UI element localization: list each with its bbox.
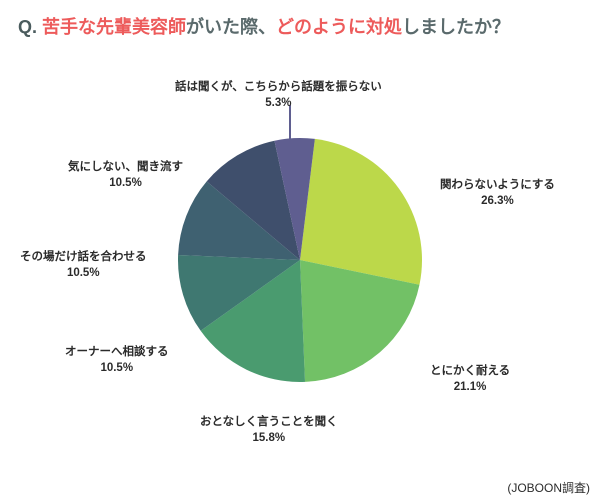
slice-label-pct: 10.5% (20, 266, 147, 282)
slice-label-5: 気にしない、聞き流す 10.5% (68, 160, 183, 191)
slice-label-text: 話は聞くが、こちらから話題を振らない (175, 81, 382, 93)
question-mid: がいた際、 (186, 17, 276, 37)
question-red-2: どのように対処 (276, 17, 402, 37)
source-attribution: (JOBOON調査) (507, 479, 590, 496)
slice-label-4: その場だけ話を合わせる 10.5% (20, 250, 147, 281)
question-prefix: Q. (18, 17, 37, 37)
slice-label-text: 気にしない、聞き流す (68, 161, 183, 173)
question-tail: しましたか？ (402, 17, 510, 37)
slice-label-pct: 10.5% (68, 176, 183, 192)
pie-slice (300, 139, 422, 285)
slice-label-1: とにかく耐える 21.1% (430, 364, 510, 395)
pie-chart (160, 120, 440, 400)
slice-label-pct: 26.3% (440, 194, 555, 210)
slice-label-pct: 5.3% (175, 96, 382, 112)
question-title: Q. 苦手な先輩美容師がいた際、どのように対処しましたか？ (18, 14, 582, 41)
slice-label-2: おとなしく言うことを聞く 15.8% (200, 415, 338, 446)
slice-label-text: おとなしく言うことを聞く (200, 416, 338, 428)
slice-label-6: 話は聞くが、こちらから話題を振らない 5.3% (175, 80, 382, 111)
slice-label-text: オーナーへ相談する (65, 346, 169, 358)
slice-label-3: オーナーへ相談する 10.5% (65, 345, 169, 376)
slice-label-text: 関わらないようにする (440, 179, 555, 191)
slice-label-text: とにかく耐える (430, 365, 510, 377)
slice-label-pct: 10.5% (65, 361, 169, 377)
question-red-1: 苦手な先輩美容師 (42, 17, 186, 37)
slice-label-text: その場だけ話を合わせる (20, 251, 147, 263)
slice-label-pct: 21.1% (430, 380, 510, 396)
slice-label-pct: 15.8% (200, 431, 338, 447)
slice-label-0: 関わらないようにする 26.3% (440, 178, 555, 209)
